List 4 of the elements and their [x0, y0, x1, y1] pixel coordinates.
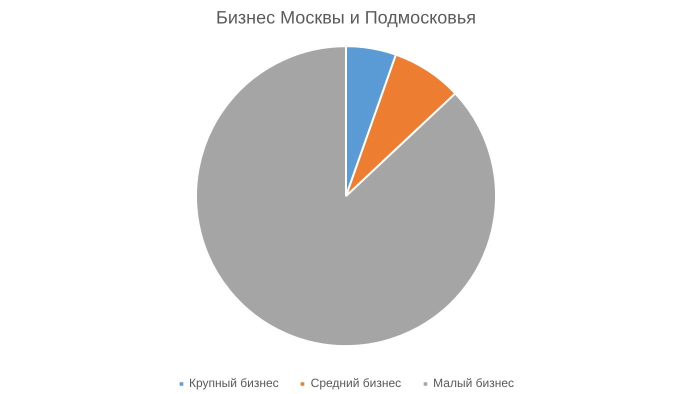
legend-label: Малый бизнес [433, 376, 514, 390]
chart-title: Бизнес Москвы и Подмосковья [216, 8, 476, 28]
legend-label: Средний бизнес [310, 376, 402, 390]
legend-label: Крупный бизнес [188, 376, 279, 390]
